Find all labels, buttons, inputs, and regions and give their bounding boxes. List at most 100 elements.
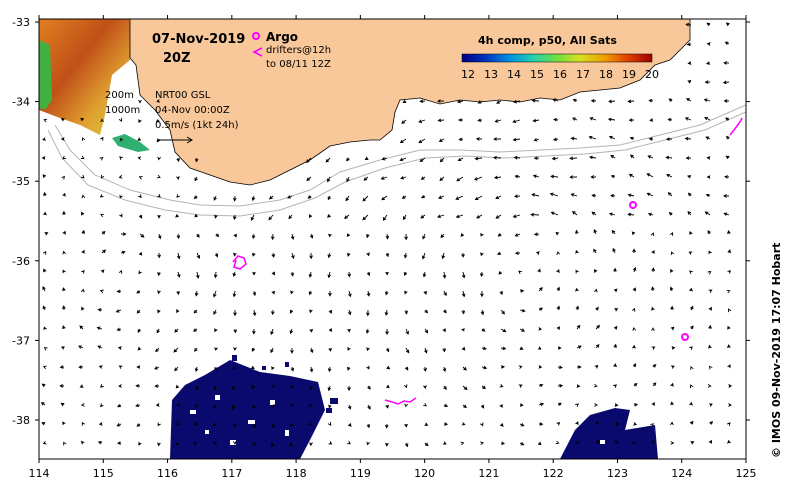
current-vector bbox=[136, 365, 141, 369]
current-vector bbox=[462, 366, 467, 371]
current-vector bbox=[648, 137, 654, 141]
current-vector bbox=[43, 268, 47, 273]
current-vector bbox=[138, 214, 143, 219]
current-vector bbox=[154, 384, 160, 388]
current-vector bbox=[723, 61, 730, 65]
current-vector bbox=[590, 175, 596, 179]
current-vector bbox=[362, 214, 369, 221]
current-vector bbox=[42, 250, 47, 255]
current-vector bbox=[571, 211, 578, 216]
colorbar-tick-label: 16 bbox=[553, 68, 567, 81]
current-vector bbox=[345, 195, 350, 202]
current-vector bbox=[194, 157, 199, 163]
current-vector bbox=[669, 232, 674, 236]
current-vector bbox=[42, 137, 46, 141]
current-vector bbox=[97, 440, 103, 445]
current-vector bbox=[458, 118, 463, 122]
current-vector bbox=[328, 328, 333, 332]
current-vector bbox=[135, 403, 141, 408]
current-vector bbox=[347, 252, 351, 257]
current-vector bbox=[346, 233, 351, 238]
current-vector bbox=[689, 384, 694, 389]
current-vector bbox=[117, 403, 122, 408]
current-vector bbox=[233, 328, 238, 334]
current-vector bbox=[386, 384, 390, 389]
product-date-label: 04-Nov 00:00Z bbox=[155, 105, 230, 116]
current-vector bbox=[232, 271, 237, 277]
current-vector bbox=[422, 271, 427, 278]
current-vector bbox=[651, 346, 656, 350]
current-vector bbox=[99, 156, 104, 161]
current-vector bbox=[533, 156, 540, 160]
current-vector bbox=[670, 268, 674, 273]
current-vector bbox=[474, 156, 483, 161]
current-vector bbox=[481, 365, 488, 370]
current-vector bbox=[139, 233, 145, 238]
current-vector bbox=[538, 402, 545, 407]
current-vector bbox=[442, 441, 447, 445]
current-vector bbox=[689, 230, 693, 235]
current-vector bbox=[532, 118, 540, 123]
current-vector bbox=[327, 366, 332, 373]
current-vector bbox=[704, 211, 711, 216]
current-vector bbox=[538, 383, 544, 388]
current-vector bbox=[43, 191, 47, 197]
current-vector bbox=[613, 267, 617, 273]
current-vector bbox=[728, 308, 732, 313]
current-vector bbox=[385, 271, 389, 276]
current-vector bbox=[687, 61, 692, 65]
current-vector bbox=[670, 305, 674, 311]
current-vector bbox=[611, 229, 616, 235]
current-vector bbox=[381, 156, 388, 161]
current-vector bbox=[461, 309, 466, 315]
current-vector bbox=[157, 233, 162, 240]
current-vector bbox=[79, 384, 84, 388]
current-vector bbox=[708, 289, 713, 293]
current-vector bbox=[366, 290, 371, 297]
current-vector bbox=[512, 214, 521, 218]
current-vector bbox=[80, 174, 85, 179]
y-tick-label: -38 bbox=[12, 414, 30, 427]
x-tick-label: 115 bbox=[93, 467, 114, 480]
current-vector bbox=[309, 309, 313, 314]
current-vector bbox=[176, 194, 180, 198]
current-vector bbox=[708, 365, 713, 370]
current-vector bbox=[233, 252, 237, 257]
current-vector bbox=[627, 193, 635, 198]
current-vector bbox=[157, 422, 161, 427]
current-vector bbox=[553, 117, 559, 122]
current-vector bbox=[194, 176, 198, 182]
current-vector bbox=[157, 156, 161, 161]
current-vector bbox=[270, 384, 275, 389]
current-vector bbox=[591, 193, 597, 198]
current-vector bbox=[724, 41, 730, 45]
current-vector bbox=[366, 271, 371, 277]
current-vector bbox=[405, 347, 410, 354]
current-vector bbox=[176, 252, 181, 260]
current-vector bbox=[193, 328, 198, 332]
current-vector bbox=[725, 155, 730, 160]
current-vector bbox=[62, 325, 66, 330]
current-vector bbox=[666, 173, 673, 178]
current-vector bbox=[576, 324, 581, 330]
current-vector bbox=[670, 401, 674, 406]
current-vector bbox=[461, 346, 466, 351]
current-vector bbox=[193, 309, 198, 314]
current-vector bbox=[156, 99, 161, 103]
current-vector bbox=[423, 385, 427, 390]
current-vector bbox=[138, 251, 143, 256]
current-vector bbox=[420, 194, 426, 199]
current-vector bbox=[652, 364, 657, 368]
current-vector bbox=[80, 155, 85, 159]
isobath-200m bbox=[54, 104, 746, 207]
current-vector bbox=[307, 195, 312, 199]
current-vector bbox=[101, 230, 106, 235]
current-vector bbox=[724, 175, 730, 179]
current-vector bbox=[460, 233, 465, 237]
current-vector bbox=[194, 347, 198, 352]
current-vector bbox=[557, 383, 564, 388]
current-vector bbox=[213, 290, 217, 298]
current-vector bbox=[251, 233, 256, 240]
current-vector bbox=[518, 384, 523, 388]
drifter-legend-line1: drifters@12h bbox=[266, 45, 331, 56]
